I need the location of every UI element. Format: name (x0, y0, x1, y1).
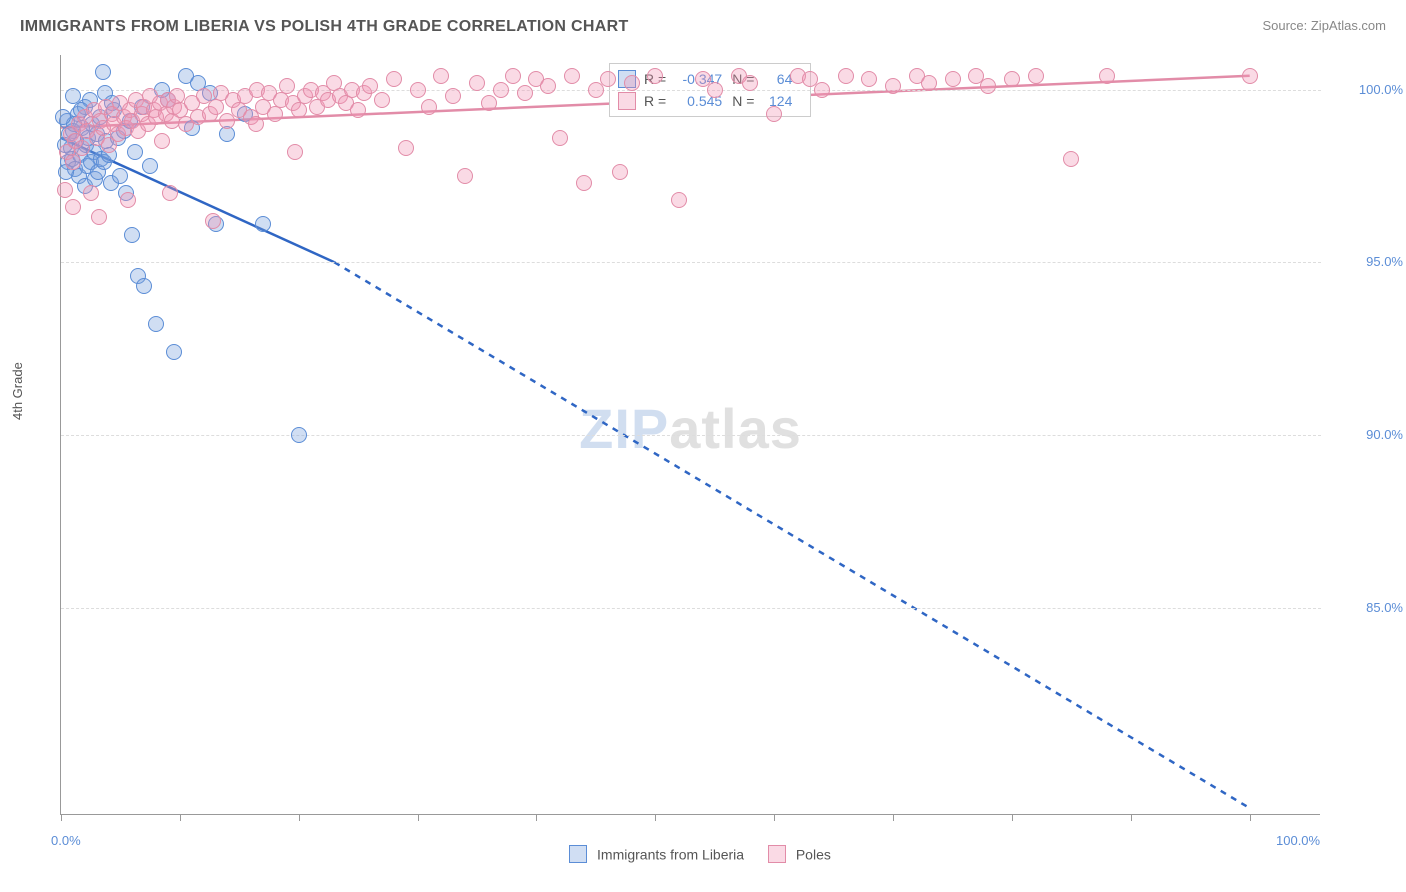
gridline (61, 435, 1321, 436)
data-point-liberia (124, 227, 140, 243)
data-point-liberia (166, 344, 182, 360)
data-point-liberia (127, 144, 143, 160)
data-point-poles (154, 133, 170, 149)
x-tick (1131, 815, 1132, 821)
data-point-poles (1099, 68, 1115, 84)
data-point-poles (612, 164, 628, 180)
data-point-poles (921, 75, 937, 91)
data-point-poles (162, 185, 178, 201)
data-point-poles (1242, 68, 1258, 84)
data-point-poles (57, 182, 73, 198)
data-point-poles (457, 168, 473, 184)
data-point-poles (624, 75, 640, 91)
data-point-liberia (95, 64, 111, 80)
data-point-poles (814, 82, 830, 98)
data-point-poles (91, 209, 107, 225)
data-point-poles (374, 92, 390, 108)
data-point-poles (398, 140, 414, 156)
data-point-poles (1028, 68, 1044, 84)
data-point-poles (838, 68, 854, 84)
data-point-poles (433, 68, 449, 84)
data-point-poles (576, 175, 592, 191)
data-point-poles (65, 154, 81, 170)
watermark-logo: ZIPatlas (579, 396, 802, 461)
data-point-liberia (142, 158, 158, 174)
data-point-poles (386, 71, 402, 87)
data-point-poles (766, 106, 782, 122)
data-point-poles (505, 68, 521, 84)
data-point-poles (707, 82, 723, 98)
data-point-poles (287, 144, 303, 160)
y-tick-label: 95.0% (1333, 254, 1403, 269)
x-tick (774, 815, 775, 821)
data-point-poles (421, 99, 437, 115)
data-point-poles (469, 75, 485, 91)
data-point-poles (861, 71, 877, 87)
x-tick (61, 815, 62, 821)
data-point-poles (350, 102, 366, 118)
legend-swatch-poles (768, 845, 786, 863)
legend-label-poles: Poles (796, 846, 831, 862)
data-point-poles (493, 82, 509, 98)
x-tick (655, 815, 656, 821)
y-axis-label: 4th Grade (10, 362, 25, 420)
data-point-poles (248, 116, 264, 132)
stats-swatch (618, 92, 636, 110)
x-tick (1012, 815, 1013, 821)
data-point-poles (208, 99, 224, 115)
data-point-liberia (219, 126, 235, 142)
y-tick-label: 85.0% (1333, 600, 1403, 615)
data-point-poles (362, 78, 378, 94)
data-point-poles (742, 75, 758, 91)
data-point-poles (980, 78, 996, 94)
data-point-poles (267, 106, 283, 122)
data-point-poles (120, 192, 136, 208)
data-point-poles (671, 192, 687, 208)
data-point-liberia (148, 316, 164, 332)
legend-label-liberia: Immigrants from Liberia (597, 846, 744, 862)
data-point-poles (945, 71, 961, 87)
data-point-liberia (136, 278, 152, 294)
data-point-poles (445, 88, 461, 104)
data-point-poles (279, 78, 295, 94)
x-tick (893, 815, 894, 821)
x-tick (418, 815, 419, 821)
data-point-poles (83, 185, 99, 201)
data-point-poles (410, 82, 426, 98)
data-point-poles (540, 78, 556, 94)
x-tick (180, 815, 181, 821)
x-tick (299, 815, 300, 821)
y-tick-label: 90.0% (1333, 427, 1403, 442)
data-point-poles (647, 68, 663, 84)
y-tick-label: 100.0% (1333, 82, 1403, 97)
data-point-poles (517, 85, 533, 101)
x-tick (536, 815, 537, 821)
gridline (61, 262, 1321, 263)
data-point-poles (552, 130, 568, 146)
data-point-poles (481, 95, 497, 111)
data-point-poles (600, 71, 616, 87)
data-point-poles (65, 199, 81, 215)
gridline (61, 608, 1321, 609)
legend-bottom: Immigrants from Liberia Poles (60, 845, 1320, 863)
data-point-poles (1063, 151, 1079, 167)
data-point-poles (205, 213, 221, 229)
legend-swatch-liberia (569, 845, 587, 863)
data-point-poles (291, 102, 307, 118)
data-point-liberia (255, 216, 271, 232)
data-point-poles (885, 78, 901, 94)
data-point-poles (1004, 71, 1020, 87)
plot-area: ZIPatlas R =-0.347N =64R =0.545N =124 85… (60, 55, 1320, 815)
chart-title: IMMIGRANTS FROM LIBERIA VS POLISH 4TH GR… (20, 18, 629, 35)
source-attribution: Source: ZipAtlas.com (1262, 18, 1386, 33)
data-point-liberia (291, 427, 307, 443)
data-point-poles (564, 68, 580, 84)
x-tick (1250, 815, 1251, 821)
data-point-liberia (112, 168, 128, 184)
